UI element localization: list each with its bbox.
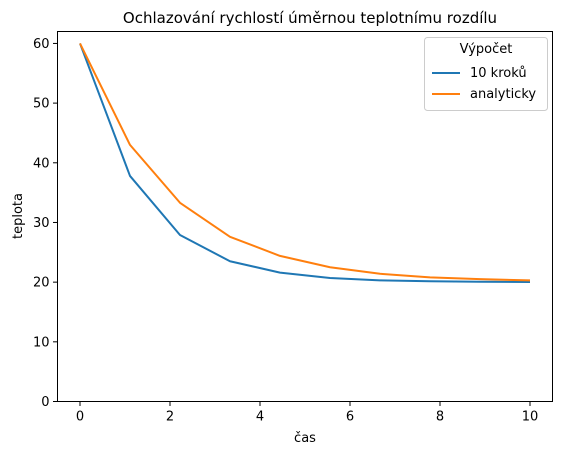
legend-label-analyticky: analyticky — [470, 87, 536, 102]
data-point-analyticky — [329, 266, 331, 268]
series-layer — [79, 42, 531, 283]
x-tick-label: 6 — [346, 410, 354, 425]
data-point-analyticky — [229, 236, 231, 238]
legend: Výpočet 10 kroků analyticky — [424, 37, 548, 111]
data-point-10-kroku — [179, 234, 181, 236]
ticks-layer: 0 2 4 6 8 10 0 10 20 30 40 50 60 — [33, 37, 538, 425]
y-tick-label: 40 — [33, 156, 50, 171]
data-point-analyticky — [79, 42, 81, 44]
y-tick-label: 50 — [33, 97, 50, 112]
data-point-10-kroku — [429, 280, 431, 282]
series-line-analyticky — [79, 42, 531, 282]
x-tick-label: 4 — [256, 410, 264, 425]
y-tick-label: 20 — [33, 276, 50, 291]
y-axis-label: teplota — [11, 193, 26, 239]
data-point-10-kroku — [479, 281, 481, 283]
x-tick-label: 2 — [166, 410, 174, 425]
y-tick-label: 30 — [33, 216, 50, 231]
data-point-10-kroku — [379, 279, 381, 281]
x-tick-label: 8 — [436, 410, 444, 425]
data-point-analyticky — [529, 279, 531, 281]
data-point-analyticky — [479, 278, 481, 280]
x-axis-label: čas — [294, 431, 316, 446]
x-tick-label: 10 — [522, 410, 539, 425]
y-tick-label: 60 — [33, 37, 50, 52]
data-point-10-kroku — [229, 260, 231, 262]
legend-label-10-kroku: 10 kroků — [470, 66, 527, 81]
legend-title: Výpočet — [460, 42, 513, 57]
y-tick-label: 0 — [41, 395, 49, 410]
plot-frame — [57, 31, 553, 402]
data-point-analyticky — [429, 276, 431, 278]
data-point-analyticky — [379, 273, 381, 275]
data-point-analyticky — [129, 144, 131, 146]
data-point-analyticky — [279, 255, 281, 257]
data-point-analyticky — [179, 202, 181, 204]
legend-box — [424, 37, 548, 111]
data-point-10-kroku — [329, 277, 331, 279]
x-tick-label: 0 — [76, 410, 84, 425]
chart-title: Ochlazování rychlostí úměrnou teplotnímu… — [123, 9, 497, 27]
data-point-10-kroku — [279, 272, 281, 274]
y-tick-label: 10 — [33, 335, 50, 350]
series-line-10-kroku — [79, 43, 531, 283]
data-point-10-kroku — [129, 175, 131, 177]
